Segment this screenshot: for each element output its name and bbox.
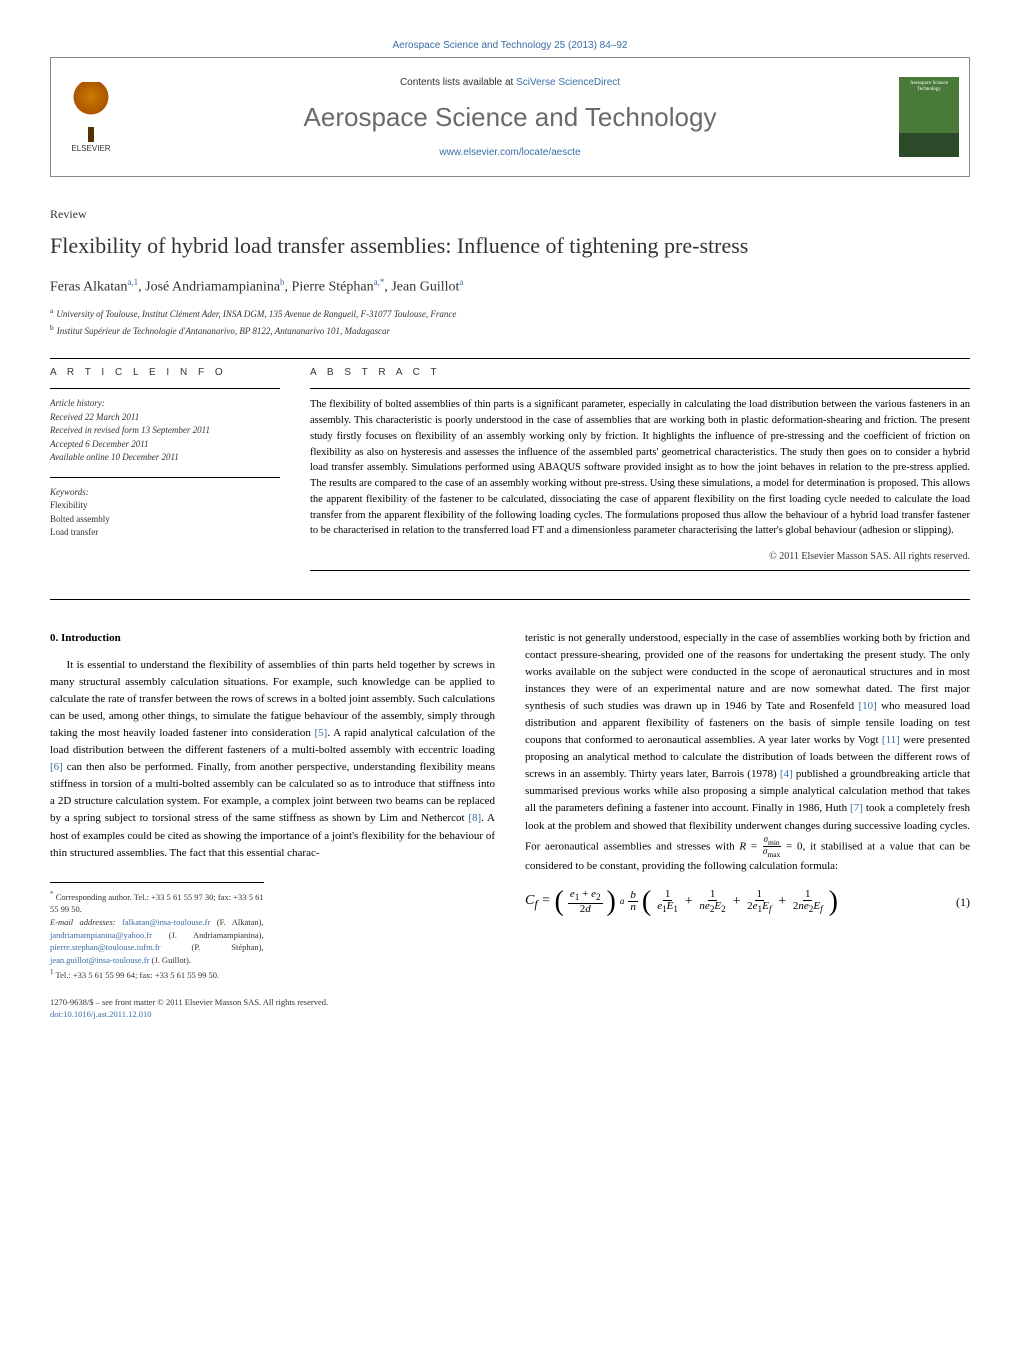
email-who: (J. Guillot) [152,955,189,965]
citation-link[interactable]: [7] [850,802,863,814]
email-addresses: E-mail addresses: falkatan@insa-toulouse… [50,916,264,967]
journal-url[interactable]: www.elsevier.com/locate/aescte [439,147,580,158]
info-abstract-row: A R T I C L E I N F O Article history: R… [50,367,970,579]
author-name: Pierre Stéphan [292,279,374,294]
citation-link[interactable]: [10] [858,700,876,712]
affil-text: Institut Supérieur de Technologie d'Anta… [57,326,390,336]
divider [310,388,970,389]
tel-note: 1 Tel.: +33 5 61 55 99 64; fax: +33 5 61… [50,967,264,982]
citation-link[interactable]: [11] [882,734,900,746]
journal-header-center: Contents lists available at SciVerse Sci… [131,58,889,176]
doi-link[interactable]: doi:10.1016/j.ast.2011.12.010 [50,1009,151,1019]
abstract-column: A B S T R A C T The flexibility of bolte… [310,367,970,579]
abstract-text: The flexibility of bolted assemblies of … [310,397,970,539]
equation: Cf = ( e1 + e22d )a bn ( 1e1E1 + 1ne2E2 … [525,889,838,914]
email-link[interactable]: jean.guillot@insa-toulouse.fr [50,955,149,965]
body-paragraph: teristic is not generally understood, es… [525,630,970,875]
divider [50,477,280,478]
affiliations: aUniversity of Toulouse, Institut Clémen… [50,305,970,338]
equation-block: Cf = ( e1 + e22d )a bn ( 1e1E1 + 1ne2E2 … [525,889,970,914]
journal-cover-area: Aerospace Science Technology [889,58,969,176]
contents-prefix: Contents lists available at [400,77,516,88]
body-paragraph: It is essential to understand the flexib… [50,657,495,862]
history-item: Accepted 6 December 2011 [50,438,280,452]
author-name: Feras Alkatan [50,279,127,294]
affiliation-line: bInstitut Supérieur de Technologie d'Ant… [50,322,970,339]
abstract-heading: A B S T R A C T [310,367,970,378]
citation-link[interactable]: [8] [468,812,481,824]
body-column-left: 0. Introduction It is essential to under… [50,630,495,1021]
article-type: Review [50,207,970,222]
divider [50,599,970,600]
journal-cover-text: Aerospace Science Technology [899,77,959,92]
author-name: Jean Guillot [391,279,459,294]
history-item: Available online 10 December 2011 [50,451,280,465]
article-info-heading: A R T I C L E I N F O [50,367,280,378]
abstract-copyright: © 2011 Elsevier Masson SAS. All rights r… [310,551,970,562]
keywords-block: Keywords: Flexibility Bolted assembly Lo… [50,486,280,540]
affil-label: b [50,323,54,332]
author-name: José Andriamampianina [145,279,280,294]
citation-link[interactable]: [5] [315,727,328,739]
keyword: Load transfer [50,526,280,540]
publisher-name: ELSEVIER [61,144,121,153]
author-affil-sup: b [280,277,285,287]
keyword: Flexibility [50,499,280,513]
sciencedirect-link[interactable]: SciVerse ScienceDirect [516,77,620,88]
journal-cover-thumbnail: Aerospace Science Technology [899,77,959,157]
elsevier-logo: ELSEVIER [61,82,121,152]
author-affil-sup: a,* [374,277,385,287]
citation-link[interactable]: [6] [50,761,63,773]
email-who: (J. Andriamampianina) [169,930,262,940]
author-affil-sup: a [459,277,463,287]
history-label: Article history: [50,397,280,411]
article-history: Article history: Received 22 March 2011 … [50,397,280,465]
article-title: Flexibility of hybrid load transfer asse… [50,232,970,261]
footer-matter: 1270-9638/$ – see front matter © 2011 El… [50,996,495,1022]
history-item: Received 22 March 2011 [50,411,280,425]
citation-link[interactable]: [4] [780,768,793,780]
history-item: Received in revised form 13 September 20… [50,424,280,438]
contents-available-line: Contents lists available at SciVerse Sci… [400,77,620,88]
email-link[interactable]: pierre.stephan@toulouse.iufm.fr [50,942,161,952]
journal-name: Aerospace Science and Technology [304,102,717,133]
footnote-text: Corresponding author. Tel.: +33 5 61 55 … [50,891,264,914]
divider [50,358,970,359]
email-link[interactable]: falkatan@insa-toulouse.fr [122,917,210,927]
affil-text: University of Toulouse, Institut Clément… [56,309,456,319]
email-link[interactable]: jandriamampianina@yahoo.fr [50,930,152,940]
publisher-logo-area: ELSEVIER [51,58,131,176]
body-columns: 0. Introduction It is essential to under… [50,630,970,1021]
divider [50,388,280,389]
section-heading: 0. Introduction [50,630,495,647]
elsevier-tree-icon [66,82,116,132]
affil-label: a [50,306,53,315]
journal-reference: Aerospace Science and Technology 25 (201… [50,40,970,51]
footnote-marker: * [50,890,54,898]
issn-copyright-line: 1270-9638/$ – see front matter © 2011 El… [50,996,495,1009]
author-affil-sup: a,1 [127,277,138,287]
email-who: (P. Stéphan) [192,942,262,952]
authors-line: Feras Alkatana,1, José Andriamampianinab… [50,277,970,296]
journal-header-box: ELSEVIER Contents lists available at Sci… [50,57,970,177]
divider [310,570,970,571]
footnote-text: Tel.: +33 5 61 55 99 64; fax: +33 5 61 5… [56,970,220,980]
corresponding-author-note: * Corresponding author. Tel.: +33 5 61 5… [50,889,264,916]
footnote-marker: 1 [50,968,54,976]
article-info-column: A R T I C L E I N F O Article history: R… [50,367,280,579]
affiliation-line: aUniversity of Toulouse, Institut Clémen… [50,305,970,322]
footnotes: * Corresponding author. Tel.: +33 5 61 5… [50,882,264,982]
equation-exponent: a [620,895,625,909]
body-column-right: teristic is not generally understood, es… [525,630,970,1021]
email-label: E-mail addresses: [50,917,116,927]
email-who: (F. Alkatan) [217,917,262,927]
equation-number: (1) [956,893,970,912]
keyword: Bolted assembly [50,513,280,527]
keywords-label: Keywords: [50,486,280,500]
